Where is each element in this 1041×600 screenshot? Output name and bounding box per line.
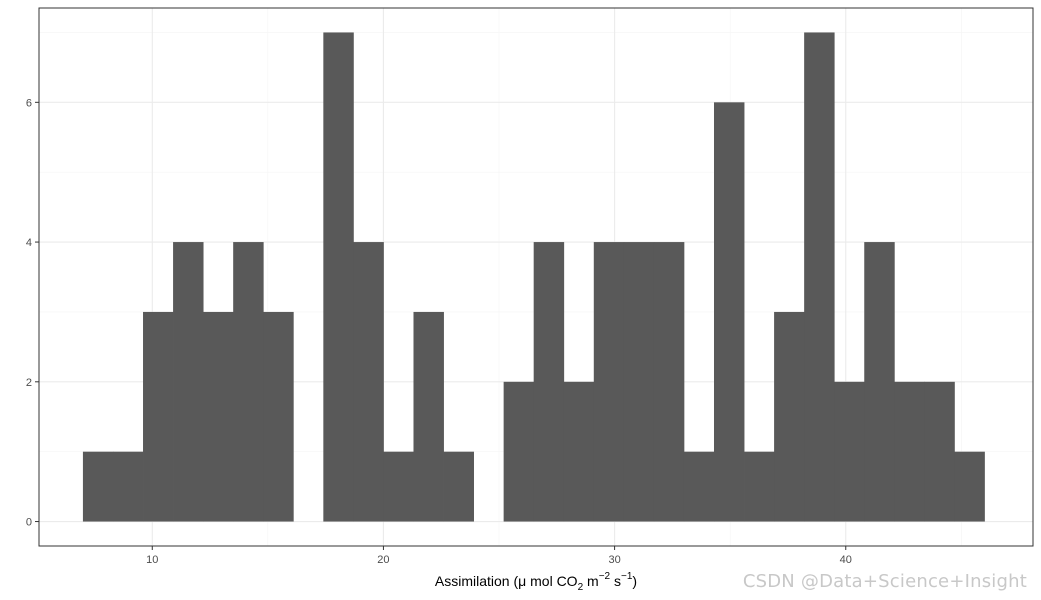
panel-border — [38, 7, 1034, 547]
histogram-bar — [713, 102, 745, 522]
histogram-bar — [563, 381, 595, 522]
histogram-bar — [112, 451, 144, 522]
histogram-bar — [774, 311, 805, 522]
x-tick-label: 30 — [608, 554, 620, 566]
histogram-bar — [924, 381, 955, 522]
histogram-bar — [623, 242, 655, 522]
histogram-bar — [173, 242, 204, 522]
x-axis-title: Assimilation (μ mol CO2 m−2 s−1) — [435, 571, 637, 593]
x-axis-title-mid: mol CO — [526, 573, 577, 589]
x-axis-title-sup2: −1 — [621, 571, 633, 582]
x-axis-title-m: m — [583, 573, 599, 589]
x-tick-label: 10 — [146, 554, 158, 566]
x-axis-title-sup1: −2 — [599, 571, 611, 582]
histogram-bar — [653, 242, 685, 522]
histogram-bar — [263, 311, 294, 522]
histogram-bar — [323, 32, 354, 522]
y-tick-label: 4 — [26, 237, 32, 249]
histogram-bar — [593, 242, 625, 522]
histogram-bar — [503, 381, 535, 522]
x-axis-title-s: s — [610, 573, 621, 589]
ticks-layer: 10 20 30 40 0 2 4 6 — [26, 97, 852, 566]
histogram-bar — [834, 381, 865, 522]
histogram-bar — [203, 311, 234, 522]
histogram-bar — [744, 451, 775, 522]
y-tick-label: 6 — [26, 97, 32, 109]
x-axis-title-mu: μ — [518, 573, 526, 589]
bars-layer — [82, 32, 985, 522]
histogram-bar — [683, 451, 715, 522]
y-tick-label: 2 — [26, 377, 32, 389]
x-axis-title-sub: 2 — [578, 582, 584, 593]
y-tick-label: 0 — [26, 517, 32, 529]
histogram-bar — [804, 32, 835, 522]
histogram-bar — [413, 311, 444, 522]
x-tick-label: 20 — [377, 554, 389, 566]
histogram-bar — [353, 242, 384, 522]
histogram-bar — [443, 451, 474, 522]
histogram-bar — [894, 381, 925, 522]
histogram-bar — [864, 242, 895, 522]
histogram-bar — [233, 242, 264, 522]
watermark: CSDN @Data+Science+Insight — [742, 571, 1027, 592]
x-tick-label: 40 — [840, 554, 852, 566]
histogram-bar — [82, 451, 114, 522]
histogram-bar — [143, 311, 174, 522]
histogram-bar — [954, 451, 985, 522]
histogram-bar — [533, 242, 565, 522]
x-axis-title-prefix: Assimilation ( — [435, 573, 519, 589]
x-axis-title-suffix: ) — [632, 573, 637, 589]
histogram-bar — [383, 451, 414, 522]
